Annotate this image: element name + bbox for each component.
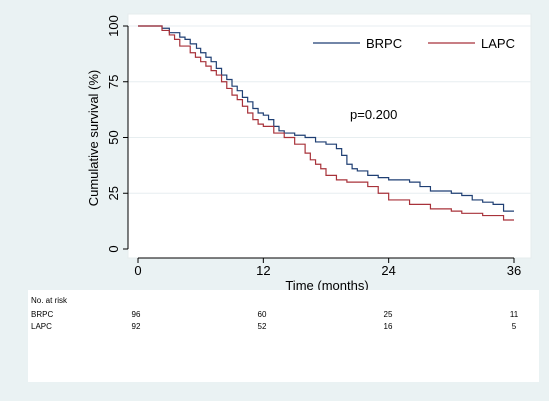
risk-count-lapc-36: 5 bbox=[511, 322, 517, 331]
risk-count-lapc-0: 92 bbox=[131, 322, 141, 331]
risk-table: No. at risk BRPC 96 60 25 11 LAPC 92 52 … bbox=[28, 290, 539, 382]
risk-row-label: BRPC bbox=[31, 310, 54, 319]
risk-row-label: LAPC bbox=[31, 322, 52, 331]
risk-count-lapc-12: 52 bbox=[257, 322, 267, 331]
risk-row-lapc: LAPC 92 52 16 5 bbox=[28, 322, 539, 334]
series-lines bbox=[138, 25, 514, 221]
y-tick-label-0: 0 bbox=[106, 245, 121, 252]
x-tick-label-0: 0 bbox=[134, 263, 141, 278]
axes: 0 25 50 75 100 0 12 24 36 bbox=[106, 15, 521, 278]
risk-count-brpc-0: 96 bbox=[131, 310, 141, 319]
risk-count-brpc-12: 60 bbox=[257, 310, 267, 319]
y-tick-label-50: 50 bbox=[106, 130, 121, 144]
y-tick-label-75: 75 bbox=[106, 75, 121, 89]
series-line-brpc bbox=[138, 25, 514, 212]
risk-table-header: No. at risk bbox=[31, 296, 68, 305]
risk-count-lapc-24: 16 bbox=[383, 322, 393, 331]
p-value-annotation: p=0.200 bbox=[350, 107, 397, 122]
x-tick-label-36: 36 bbox=[507, 263, 521, 278]
grid-lines bbox=[128, 25, 531, 194]
risk-count-brpc-36: 11 bbox=[509, 310, 519, 319]
risk-row-brpc: BRPC 96 60 25 11 bbox=[28, 310, 539, 322]
x-tick-label-24: 24 bbox=[381, 263, 395, 278]
y-tick-label-100: 100 bbox=[106, 15, 121, 37]
axis-labels: Time (months) Cumulative survival (%) p=… bbox=[86, 70, 397, 293]
x-tick-label-12: 12 bbox=[256, 263, 270, 278]
risk-count-brpc-24: 25 bbox=[383, 310, 393, 319]
y-tick-label-25: 25 bbox=[106, 186, 121, 200]
legend-label-brpc: BRPC bbox=[366, 36, 402, 51]
plot-panel bbox=[127, 13, 532, 259]
y-axis-label: Cumulative survival (%) bbox=[86, 70, 101, 207]
legend-label-lapc: LAPC bbox=[481, 36, 515, 51]
legend: BRPC LAPC bbox=[313, 36, 515, 51]
x-axis-label: Time (months) bbox=[285, 278, 368, 293]
series-line-lapc bbox=[138, 25, 514, 221]
